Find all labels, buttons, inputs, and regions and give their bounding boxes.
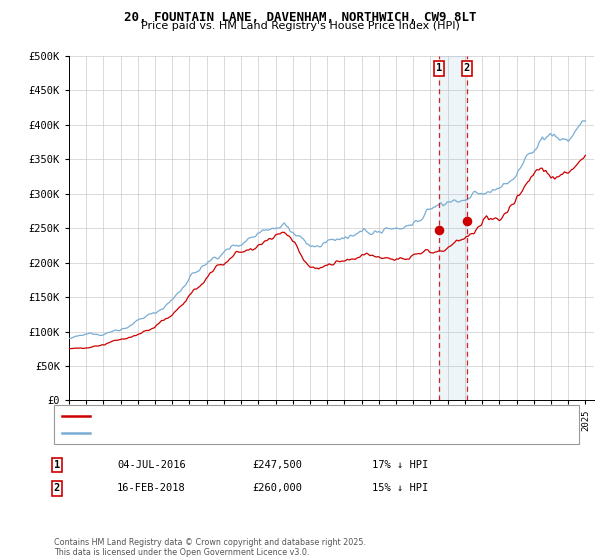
Text: Contains HM Land Registry data © Crown copyright and database right 2025.
This d: Contains HM Land Registry data © Crown c… xyxy=(54,538,366,557)
Text: £247,500: £247,500 xyxy=(252,460,302,470)
Text: 04-JUL-2016: 04-JUL-2016 xyxy=(117,460,186,470)
Text: 17% ↓ HPI: 17% ↓ HPI xyxy=(372,460,428,470)
Text: 20, FOUNTAIN LANE, DAVENHAM, NORTHWICH, CW9 8LT (detached house): 20, FOUNTAIN LANE, DAVENHAM, NORTHWICH, … xyxy=(95,411,447,420)
Text: 15% ↓ HPI: 15% ↓ HPI xyxy=(372,483,428,493)
Text: 1: 1 xyxy=(436,63,442,73)
Text: Price paid vs. HM Land Registry's House Price Index (HPI): Price paid vs. HM Land Registry's House … xyxy=(140,21,460,31)
Point xyxy=(462,217,472,226)
Text: 1: 1 xyxy=(54,460,60,470)
Text: 20, FOUNTAIN LANE, DAVENHAM, NORTHWICH, CW9 8LT: 20, FOUNTAIN LANE, DAVENHAM, NORTHWICH, … xyxy=(124,11,476,24)
Text: 16-FEB-2018: 16-FEB-2018 xyxy=(117,483,186,493)
Bar xyxy=(439,56,467,400)
Text: HPI: Average price, detached house, Cheshire West and Chester: HPI: Average price, detached house, Ches… xyxy=(95,429,400,438)
Text: 2: 2 xyxy=(464,63,470,73)
Text: £260,000: £260,000 xyxy=(252,483,302,493)
Point xyxy=(434,226,444,235)
Text: 2: 2 xyxy=(54,483,60,493)
